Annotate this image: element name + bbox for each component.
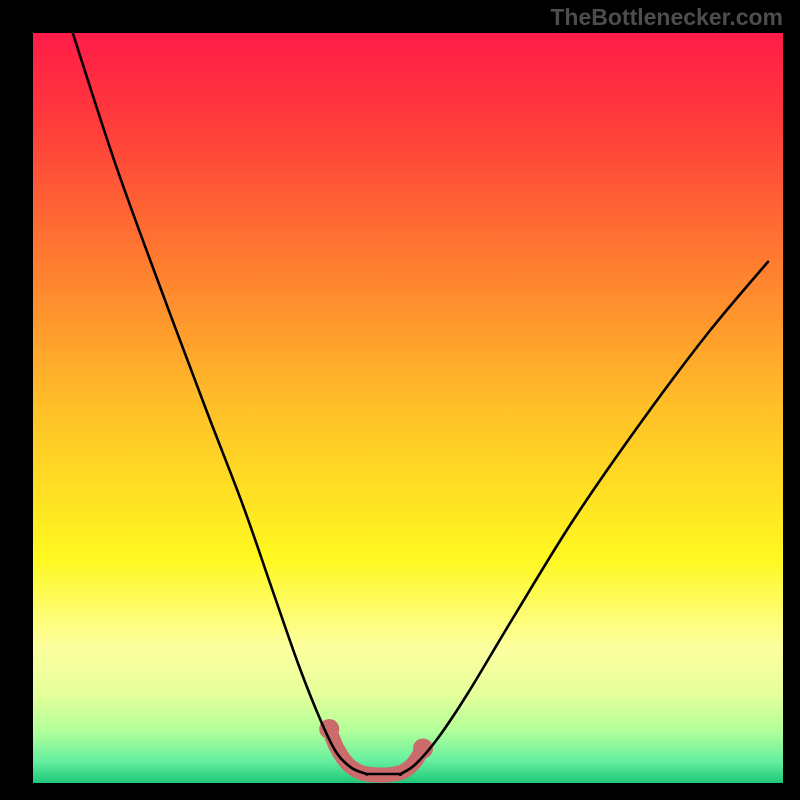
bottleneck-chart <box>33 33 783 783</box>
watermark-text: TheBottlenecker.com <box>550 4 783 31</box>
plot-background <box>33 33 783 783</box>
